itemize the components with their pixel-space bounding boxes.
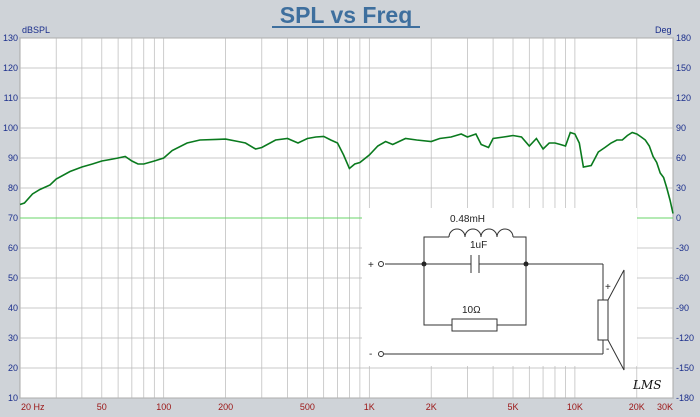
spl-series-line — [19, 131, 674, 214]
input-minus-label: - — [369, 349, 372, 360]
inductor-symbol — [448, 228, 514, 238]
x-tick-label: 1K — [364, 402, 375, 412]
x-tick-label: 10K — [567, 402, 583, 412]
x-tick-label: 2K — [426, 402, 437, 412]
speaker-minus-label: - — [606, 344, 609, 355]
speaker-magnet — [597, 299, 609, 341]
y-right-tick-label: 30 — [676, 183, 686, 193]
speaker-plus-label: + — [605, 282, 611, 293]
y-right-tick-label: 120 — [676, 93, 691, 103]
y-left-tick-label: 110 — [4, 93, 18, 103]
y-left-tick-label: 20 — [8, 363, 18, 373]
y-right-tick-label: 180 — [676, 33, 691, 43]
x-tick-label: 20K — [629, 402, 645, 412]
y-right-tick-label: -30 — [676, 243, 689, 253]
signature-mark: LMS — [632, 378, 661, 392]
y-left-tick-label: 10 — [8, 393, 18, 403]
y-axis-left-ticks: 130 120 110 100 90 80 70 60 50 40 30 20 10 — [3, 33, 18, 403]
resistor-branch-wire — [423, 264, 527, 326]
y-axis-right-label: Deg — [655, 25, 672, 35]
x-tick-label: 20 Hz — [21, 402, 45, 412]
y-right-tick-label: -180 — [676, 393, 694, 403]
y-left-tick-label: 70 — [8, 213, 18, 223]
inductor-branch-wire — [423, 236, 527, 264]
y-left-tick-label: 120 — [3, 63, 18, 73]
speaker-icon — [607, 269, 625, 371]
input-terminal-minus — [378, 351, 384, 357]
x-tick-label: 50 — [97, 402, 107, 412]
y-left-tick-label: 90 — [8, 153, 18, 163]
x-tick-label: 200 — [218, 402, 233, 412]
y-axis-right-ticks: 180 150 120 90 60 30 0 -30 -60 -90 -120 -150 -180 — [676, 33, 694, 403]
x-tick-label: 30K — [657, 402, 673, 412]
y-left-tick-label: 40 — [8, 303, 18, 313]
resistor-label: 10Ω — [462, 305, 481, 316]
chart-title: SPL vs Freq — [280, 2, 413, 28]
y-left-tick-label: 100 — [3, 123, 18, 133]
x-tick-label: 5K — [508, 402, 519, 412]
x-tick-label: 500 — [300, 402, 315, 412]
y-left-tick-label: 130 — [3, 33, 18, 43]
y-left-tick-label: 30 — [8, 333, 18, 343]
y-left-tick-label: 50 — [8, 273, 18, 283]
y-right-tick-label: -60 — [676, 273, 689, 283]
inductor-label: 0.48mH — [450, 214, 485, 225]
input-plus-label: + — [368, 260, 374, 271]
y-right-tick-label: -90 — [676, 303, 689, 313]
y-axis-left-label: dBSPL — [22, 25, 50, 35]
capacitor-label: 1uF — [470, 240, 487, 251]
y-right-tick-label: 150 — [676, 63, 691, 73]
circuit-schematic-inset: 0.48mH 1uF 10Ω + - + - — [362, 208, 637, 371]
y-right-tick-label: 0 — [676, 213, 681, 223]
inset-background — [362, 208, 637, 366]
resistor-symbol — [451, 318, 498, 332]
input-terminal-plus — [378, 261, 384, 267]
y-right-tick-label: 60 — [676, 153, 686, 163]
y-right-tick-label: -120 — [676, 333, 694, 343]
x-axis-ticks: 20 Hz 50 100 200 500 1K 2K 5K 10K 20K 30K — [21, 402, 673, 412]
y-right-tick-label: 90 — [676, 123, 686, 133]
y-right-tick-label: -150 — [676, 363, 694, 373]
y-left-tick-label: 80 — [8, 183, 18, 193]
x-tick-label: 100 — [156, 402, 171, 412]
y-left-tick-label: 60 — [8, 243, 18, 253]
